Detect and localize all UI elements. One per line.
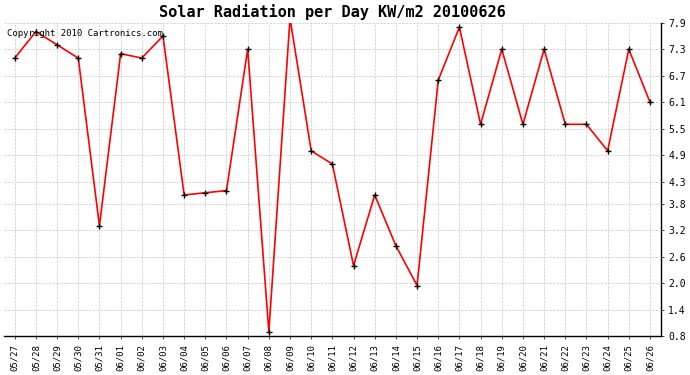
Text: Copyright 2010 Cartronics.com: Copyright 2010 Cartronics.com xyxy=(8,29,164,38)
Title: Solar Radiation per Day KW/m2 20100626: Solar Radiation per Day KW/m2 20100626 xyxy=(159,4,506,20)
